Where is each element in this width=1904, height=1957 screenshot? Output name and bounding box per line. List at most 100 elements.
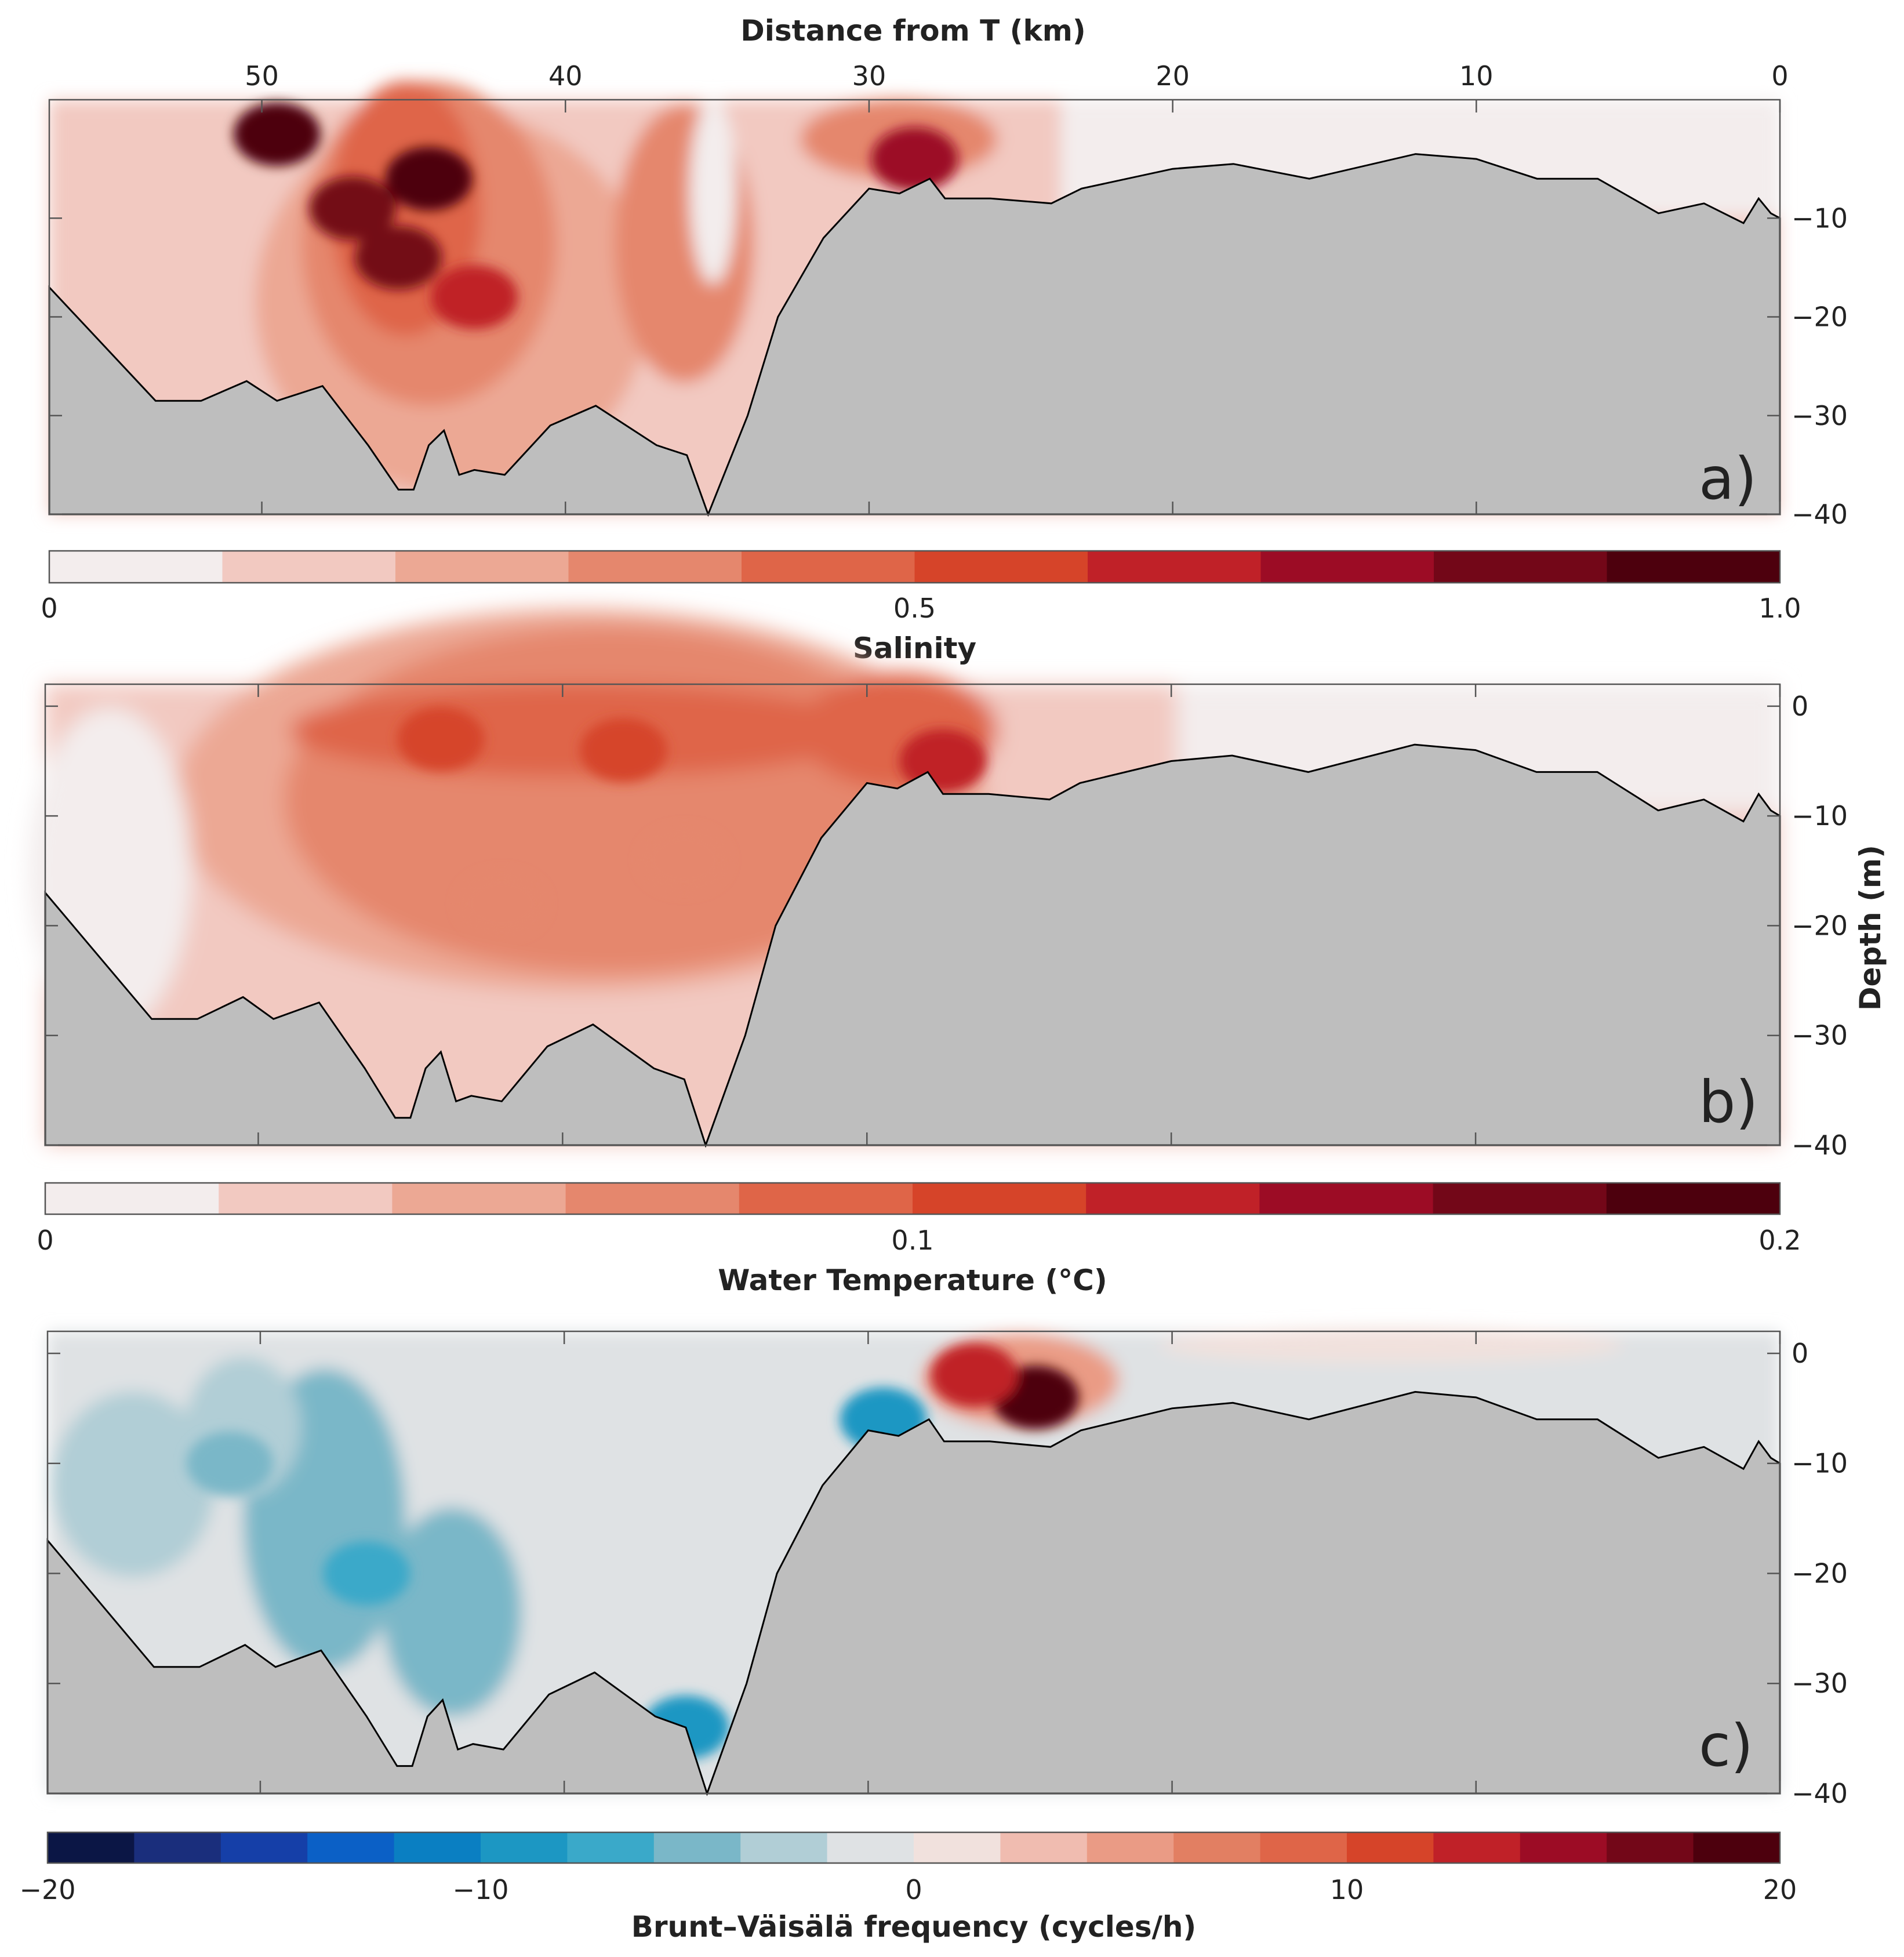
colorbar-segment [1607,1832,1694,1863]
panel-c-label: c) [1699,1712,1753,1780]
panel-1-hotspot-0 [397,707,485,771]
panel-0-hotspot-0 [233,102,321,166]
colorbar-tick-label: 0 [905,1874,922,1905]
panel-b-hotspots [397,707,987,936]
panel-0-hotspot-4 [431,265,518,329]
colorbar-segment [1433,1183,1607,1214]
colorbar-tick-label: 20 [1763,1874,1797,1905]
y-tick-label: −10 [1792,1448,1848,1479]
colorbar-segment [1693,1832,1781,1863]
colorbar-b: 0 0.1 0.2 Water Temperature (°C) [37,1182,1801,1297]
panel-a-band-6 [690,99,736,284]
y-tick-label: −40 [1792,1778,1848,1809]
colorbar-tick-label: −10 [452,1874,508,1905]
panel-c-seabed [46,1390,1781,1796]
colorbar-segment [395,551,569,583]
panel-2-hotspot-1 [931,1343,1018,1407]
colorbar-a: 0 0.5 1.0 Salinity [41,550,1801,665]
colorbar-frame [44,1182,1781,1215]
colorbar-segment [1000,1832,1088,1863]
panel-b: 0 −10 −20 −30 −40 b) [29,609,1848,1161]
panel-c: 0 −10 −20 −30 −40 c) [46,1328,1848,1809]
y-tick-label: −40 [1792,1130,1848,1161]
x-tick-label: 30 [852,60,886,92]
colorbar-tick-label: 0.1 [891,1225,933,1256]
colorbar-tick-label: 10 [1330,1874,1364,1905]
colorbar-segment [1260,1832,1347,1863]
panel-2-hotspot-4 [186,1431,274,1495]
colorbar-segment [219,1183,393,1214]
panel-c-blue-2 [52,1392,215,1577]
colorbar-segment [222,551,396,583]
colorbar-segment [567,1832,655,1863]
colorbar-tick-label: 0.2 [1758,1225,1801,1256]
colorbar-frame [46,1831,1781,1864]
panel-0-hotspot-1 [385,147,473,211]
y-tick-label: −10 [1792,202,1848,234]
panel-0-hotspot-2 [355,226,442,290]
colorbar-label: Salinity [853,631,976,665]
panel-2-hotspot-3 [323,1541,410,1606]
panel-1-hotspot-4 [641,827,728,892]
colorbar-segment [914,551,1088,583]
panel-b-ticks: 0 −10 −20 −30 −40 [45,684,1848,1161]
colorbar-label: Brunt–Väisälä frequency (cycles/h) [631,1910,1197,1944]
y-tick-label: 0 [1792,1338,1808,1369]
colorbar-segment [134,1832,221,1863]
x-tick-label: 10 [1459,60,1494,92]
colorbar-tick-label: 0.5 [893,593,936,624]
panel-0-hotspot-3 [309,176,397,241]
y-tick-label: −40 [1792,499,1848,530]
x-tick-label: 0 [1771,60,1788,92]
panel-a-seabed [48,153,1781,517]
colorbar-segment [653,1832,741,1863]
panel-b-label: b) [1699,1068,1758,1136]
panel-0-hotspot-5 [871,127,958,191]
panel-a-frame [48,99,1781,515]
colorbar-segment [1433,1832,1521,1863]
x-tick-label: 40 [548,60,583,92]
panel-b-frame [44,683,1781,1146]
panel-1-hotspot-3 [458,872,546,936]
panel-a-hotspots [233,102,958,329]
colorbar-segment [45,1183,219,1214]
colorbar-segment [394,1832,481,1863]
x-tick-label: 50 [245,60,279,92]
colorbar-segment [827,1832,914,1863]
y-tick-label: 0 [1792,691,1808,722]
colorbar-segment [742,551,915,583]
colorbar-tick-label: 0 [41,593,57,624]
colorbar-segment [914,1832,1001,1863]
y-tick-label: −10 [1792,800,1848,832]
colorbar-segment [1520,1832,1607,1863]
colorbar-segment [1260,551,1434,583]
panel-b-band-3 [290,684,870,777]
right-axis-title: Depth (m) [1854,845,1887,1011]
colorbar-tick-label: 1.0 [1758,593,1801,624]
x-tick-label: 20 [1156,60,1190,92]
panel-c-hotspots [186,1343,1079,1760]
panel-a: 50 40 30 20 10 0 −10 −20 −30 −40 a) [48,60,1848,530]
y-tick-label: −20 [1792,910,1848,941]
colorbar-segment [740,1832,828,1863]
colorbar-segment [1434,551,1608,583]
colorbar-segment [565,1183,740,1214]
colorbar-segment [49,551,223,583]
panel-a-ticks: 50 40 30 20 10 0 −10 −20 −30 −40 [49,60,1848,530]
colorbar-tick-label: −20 [19,1874,75,1905]
panel-c-ticks: 0 −10 −20 −30 −40 [48,1331,1848,1809]
colorbar-segment [1347,1832,1434,1863]
colorbar-tick-label: 0 [37,1225,53,1256]
y-tick-label: −20 [1792,302,1848,333]
colorbar-segment [307,1832,395,1863]
panel-c-frame [46,1330,1781,1795]
panel-a-label: a) [1699,445,1757,513]
panel-c-red-2 [1160,1328,1623,1363]
colorbar-segment [1087,1832,1174,1863]
panel-c-blue-3 [383,1508,522,1716]
colorbar-segment [1086,1183,1260,1214]
colorbar-segment [1606,1183,1781,1214]
colorbar-c: −20 −10 0 10 20 Brunt–Väisälä frequency (cycl… [19,1831,1797,1944]
y-tick-label: −30 [1792,1668,1848,1699]
